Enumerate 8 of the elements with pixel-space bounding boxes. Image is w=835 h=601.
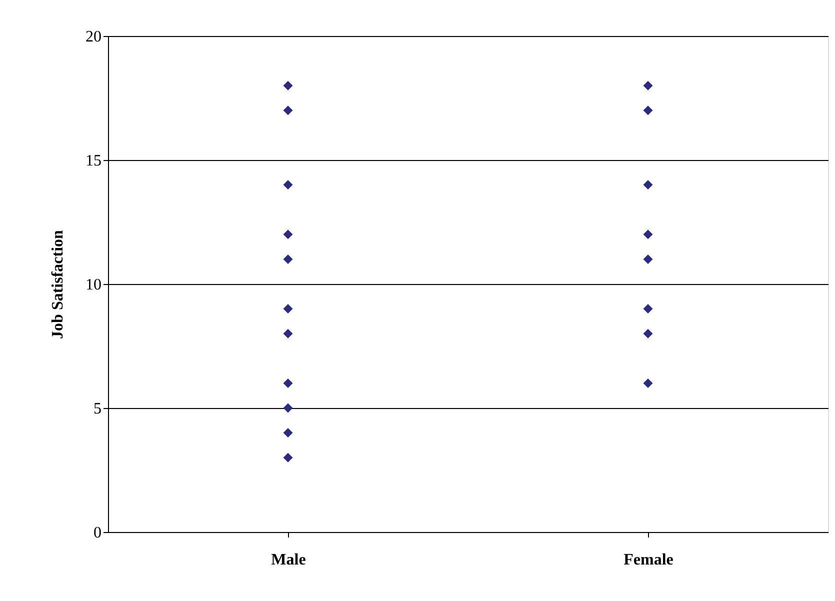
x-tick-label: Female [624, 552, 674, 568]
y-tick-label: 5 [94, 400, 102, 418]
y-axis-title: Job Satisfaction [50, 230, 66, 339]
y-tick-label: 10 [86, 276, 102, 294]
y-tick-label: 20 [86, 28, 102, 46]
x-tick-label: Male [271, 552, 306, 568]
y-tick-label: 0 [94, 524, 102, 542]
y-tick-label: 15 [86, 152, 102, 170]
